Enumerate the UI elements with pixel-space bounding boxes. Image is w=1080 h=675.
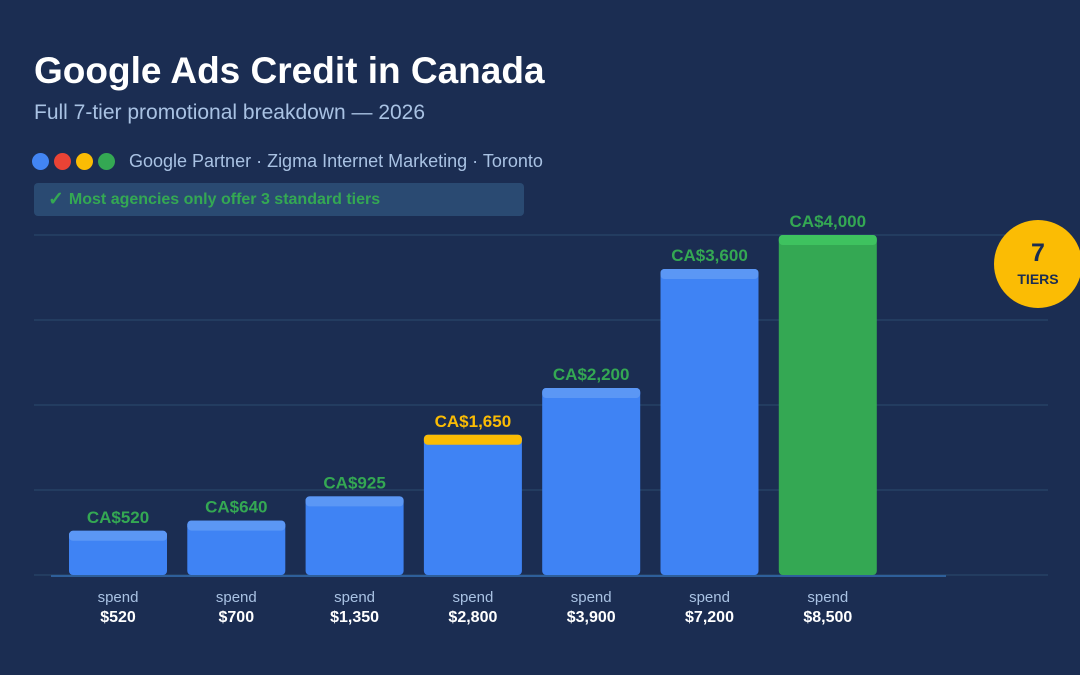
bar bbox=[69, 530, 167, 575]
bar bbox=[660, 269, 759, 575]
checkmark-icon: ✓ bbox=[48, 189, 64, 210]
bar-cap bbox=[778, 235, 877, 245]
bar-cap bbox=[542, 388, 641, 398]
x-tick-label: $520 bbox=[100, 609, 136, 626]
bar-cap bbox=[423, 434, 522, 445]
page-title: Google Ads Credit in Canada bbox=[34, 50, 545, 91]
x-tick-prefix: spend bbox=[216, 589, 257, 606]
x-tick-prefix: spend bbox=[334, 589, 375, 606]
bar-value-label: CA$4,000 bbox=[790, 212, 867, 231]
bar-value-label: CA$2,200 bbox=[553, 365, 630, 384]
brand-dot-red bbox=[54, 152, 71, 170]
bar-cap bbox=[660, 269, 759, 279]
x-tick-label: $3,900 bbox=[567, 609, 616, 626]
note-text: Most agencies only offer 3 standard tier… bbox=[68, 190, 381, 208]
bar-value-label: CA$925 bbox=[323, 473, 385, 492]
x-tick-label: $2,800 bbox=[448, 609, 497, 626]
bar-value-label: CA$520 bbox=[87, 508, 149, 527]
bar bbox=[423, 434, 522, 575]
brand-text: Google Partner · Zigma Internet Marketin… bbox=[129, 150, 543, 171]
x-tick-label: $8,500 bbox=[803, 609, 852, 626]
brand-dot-green bbox=[98, 152, 115, 170]
bar-cap bbox=[305, 496, 404, 507]
brand-dot-yellow bbox=[76, 152, 93, 170]
x-tick-label: $1,350 bbox=[330, 609, 379, 626]
tiers-count: 7 bbox=[1031, 239, 1045, 267]
tiers-label: TIERS bbox=[1017, 271, 1059, 287]
brand-dot-blue bbox=[32, 152, 49, 170]
bar bbox=[305, 496, 404, 575]
tiers-badge: 7 TIERS bbox=[994, 220, 1080, 308]
bar bbox=[778, 235, 877, 575]
x-tick-prefix: spend bbox=[689, 589, 730, 606]
x-tick-prefix: spend bbox=[98, 589, 139, 606]
bar bbox=[542, 388, 641, 575]
x-tick-label: $700 bbox=[219, 609, 255, 626]
bar-value-label: CA$3,600 bbox=[671, 246, 748, 265]
x-tick-prefix: spend bbox=[452, 589, 493, 606]
note-banner: ✓ Most agencies only offer 3 standard ti… bbox=[34, 183, 524, 216]
page-subtitle: Full 7-tier promotional breakdown — 2026 bbox=[34, 101, 426, 124]
bar-value-label: CA$640 bbox=[205, 498, 267, 517]
bar bbox=[187, 520, 286, 575]
x-tick-label: $7,200 bbox=[685, 609, 734, 626]
bar-cap bbox=[187, 520, 286, 531]
brand-row: Google Partner · Zigma Internet Marketin… bbox=[32, 150, 543, 172]
bar-cap bbox=[69, 530, 167, 541]
bar-value-label: CA$1,650 bbox=[435, 412, 512, 431]
x-tick-prefix: spend bbox=[807, 589, 848, 606]
x-tick-prefix: spend bbox=[571, 589, 612, 606]
